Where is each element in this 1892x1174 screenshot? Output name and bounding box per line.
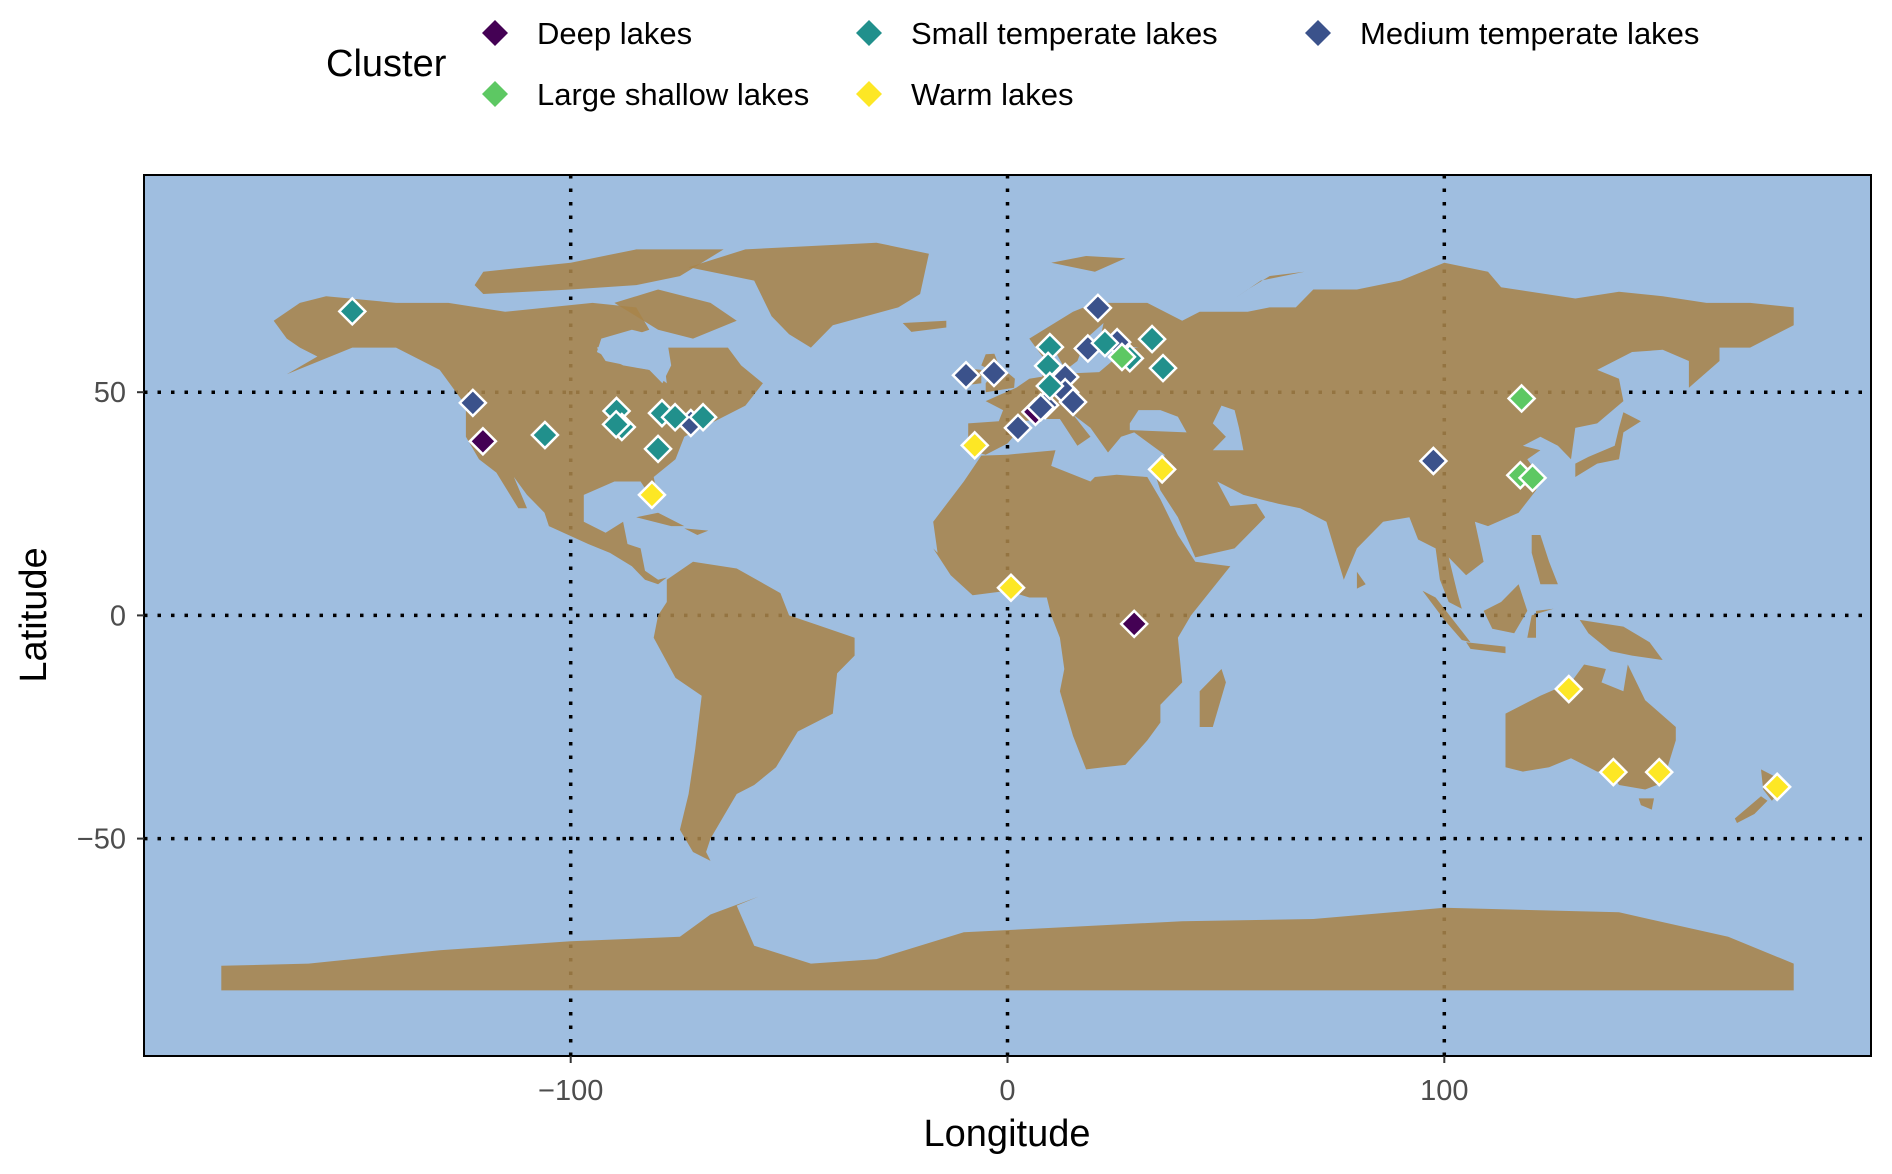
land-novaya-zemlya xyxy=(1234,271,1305,299)
land-sumatra xyxy=(1422,590,1471,643)
y-tick-label: 0 xyxy=(110,600,126,632)
lake-point-small-temperate-lakes xyxy=(1148,353,1178,383)
lake-point-small-temperate-lakes xyxy=(688,402,718,432)
land-java xyxy=(1466,642,1506,654)
land-arctic-islands xyxy=(474,249,724,294)
lake-point-small-temperate-lakes xyxy=(337,296,368,327)
lake-point-small-temperate-lakes xyxy=(1035,371,1065,401)
land-sri-lanka xyxy=(1356,571,1366,589)
lake-point-medium-temperate-lakes xyxy=(1025,392,1056,423)
lake-points xyxy=(337,293,1792,802)
lake-point-deep-lakes xyxy=(468,426,498,457)
lake-point-large-shallow-lakes xyxy=(1517,463,1548,493)
y-axis-title: Latitude xyxy=(13,547,55,682)
lake-point-medium-temperate-lakes xyxy=(951,360,981,391)
land-tasmania xyxy=(1638,798,1654,810)
legend-item: Small temperate lakes xyxy=(856,16,1218,51)
legend-label: Deep lakes xyxy=(537,16,692,51)
legend-item: Medium temperate lakes xyxy=(1305,16,1699,51)
x-tick-label: −100 xyxy=(538,1075,603,1107)
lake-point-warm-lakes xyxy=(996,572,1026,603)
land-australia xyxy=(1505,664,1676,790)
lake-point-small-temperate-lakes xyxy=(601,409,631,440)
lake-point-medium-temperate-lakes xyxy=(979,358,1009,388)
lake-point-small-temperate-lakes xyxy=(660,402,690,432)
land-baffin xyxy=(614,289,737,339)
lake-point-warm-lakes xyxy=(959,430,990,461)
x-tick-label: 0 xyxy=(999,1075,1015,1107)
x-axis-title: Longitude xyxy=(924,1113,1091,1155)
land-masses xyxy=(221,242,1794,991)
lake-point-warm-lakes xyxy=(637,480,667,510)
legend-label: Warm lakes xyxy=(911,77,1073,112)
lake-point-medium-temperate-lakes xyxy=(458,388,488,418)
hudson-bay xyxy=(596,329,672,384)
legend-label: Medium temperate lakes xyxy=(1360,16,1699,51)
land-south-america xyxy=(653,561,855,861)
land-nz-south xyxy=(1734,796,1768,823)
lake-point-warm-lakes xyxy=(1598,757,1629,787)
land-iceland xyxy=(902,320,947,332)
legend-label: Large shallow lakes xyxy=(537,77,809,112)
land-antarctica xyxy=(221,896,1794,991)
lake-point-deep-lakes xyxy=(1119,609,1149,639)
legend-diamond-icon xyxy=(482,81,508,107)
lake-point-small-temperate-lakes xyxy=(643,434,673,464)
land-greenland xyxy=(688,242,929,348)
y-tick-label: −50 xyxy=(77,824,126,856)
legend-label: Small temperate lakes xyxy=(911,16,1218,51)
lake-point-medium-temperate-lakes xyxy=(1083,293,1113,323)
lake-point-warm-lakes xyxy=(1554,674,1584,704)
land-borneo xyxy=(1483,584,1528,634)
land-eurasia xyxy=(968,262,1794,609)
land-japan xyxy=(1575,412,1641,477)
black-sea xyxy=(1129,410,1187,433)
lake-point-medium-temperate-lakes xyxy=(1058,387,1088,417)
lake-point-medium-temperate-lakes xyxy=(1418,446,1449,476)
legend: Cluster Deep lakes Medium temperate lakes… xyxy=(326,16,1699,112)
land-new-guinea xyxy=(1579,619,1663,660)
land-philippines xyxy=(1531,535,1558,585)
legend-diamond-icon xyxy=(856,81,882,107)
land-cuba xyxy=(636,512,685,527)
land-hispaniola xyxy=(684,528,709,535)
legend-diamond-icon xyxy=(856,20,882,46)
lake-point-small-temperate-lakes xyxy=(1090,328,1120,358)
y-tick-label: 50 xyxy=(94,377,126,409)
legend-title: Cluster xyxy=(326,43,447,85)
lake-point-small-temperate-lakes xyxy=(1137,324,1167,354)
caspian-sea xyxy=(1212,405,1244,451)
lake-point-warm-lakes xyxy=(1762,772,1792,802)
lake-point-large-shallow-lakes xyxy=(1107,342,1137,372)
land-svalbard xyxy=(1051,256,1126,272)
land-sulawesi xyxy=(1527,608,1554,638)
land-madagascar xyxy=(1199,669,1226,727)
legend-diamond-icon xyxy=(1305,20,1331,46)
legend-diamond-icon xyxy=(482,20,508,46)
land-africa xyxy=(933,450,1231,770)
lake-point-large-shallow-lakes xyxy=(1506,383,1537,414)
legend-item: Warm lakes xyxy=(856,77,1073,112)
lake-point-warm-lakes xyxy=(1147,454,1177,485)
lake-point-warm-lakes xyxy=(1644,757,1674,787)
legend-item: Large shallow lakes xyxy=(482,77,809,112)
lake-point-small-temperate-lakes xyxy=(530,420,560,450)
lake-point-medium-temperate-lakes xyxy=(1003,413,1033,443)
legend-item: Deep lakes xyxy=(482,16,692,51)
x-tick-label: 100 xyxy=(1420,1075,1468,1107)
